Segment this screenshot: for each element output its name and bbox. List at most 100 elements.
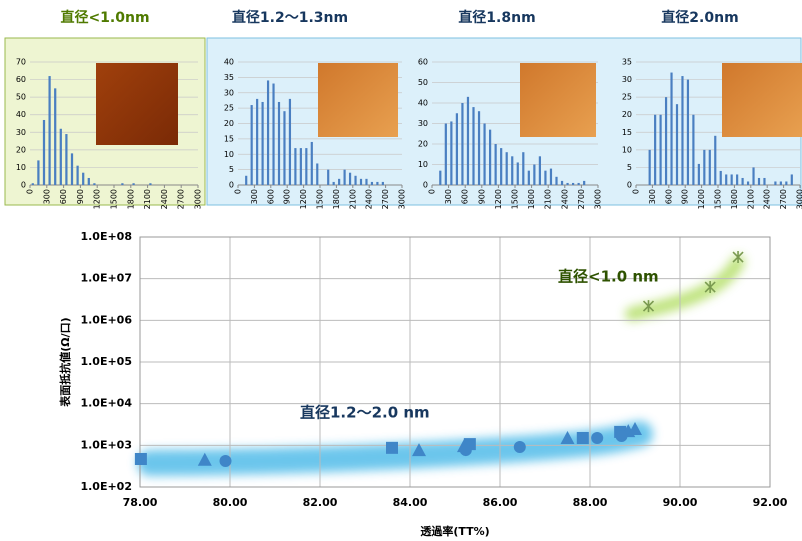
afm-image	[318, 63, 398, 137]
bar	[686, 79, 690, 185]
y-tick-label: 10	[418, 160, 428, 169]
bar	[93, 183, 96, 185]
bar	[54, 88, 57, 185]
y-tick-label: 0	[423, 181, 428, 190]
bar	[670, 72, 673, 185]
x-tick-label: 0	[26, 189, 35, 194]
bar	[87, 177, 90, 185]
bar	[42, 119, 46, 185]
bar	[703, 149, 706, 185]
x-tick-label: 1500	[110, 189, 119, 209]
x-tick-label: 1200	[494, 189, 503, 209]
y-tick-label: 1.0E+05	[80, 355, 132, 368]
x-tick-label: 3000	[194, 189, 203, 209]
y-tick-label: 25	[622, 93, 632, 102]
x-tick-label: 1500	[511, 189, 520, 209]
annotation: 直径1.2～2.0 nm	[300, 404, 430, 422]
point	[412, 443, 426, 457]
x-tick-label: 88.00	[573, 496, 608, 509]
x-tick-label: 3000	[594, 189, 603, 209]
bar	[741, 177, 744, 185]
y-tick-label: 20	[16, 145, 26, 154]
y-tick-label: 10	[16, 163, 26, 172]
bar	[483, 123, 486, 185]
bar	[538, 156, 542, 185]
x-tick-label: 0	[632, 189, 641, 194]
bar	[648, 149, 651, 185]
bar	[544, 170, 547, 185]
x-tick-label: 84.00	[393, 496, 428, 509]
y-tick-label: 35	[622, 58, 632, 67]
bar	[549, 168, 553, 185]
bar	[763, 177, 766, 185]
x-tick-label: 1200	[299, 189, 308, 209]
y-tick-label: 30	[418, 119, 428, 128]
x-tick-label: 3000	[398, 189, 407, 209]
bar	[370, 181, 374, 185]
x-tick-label: 2100	[544, 189, 553, 209]
bar	[132, 183, 135, 185]
bar	[121, 183, 124, 185]
bar	[790, 174, 793, 185]
x-tick-label: 300	[250, 189, 259, 204]
bar	[577, 182, 580, 185]
x-tick-label: 2400	[160, 189, 169, 209]
bar	[566, 182, 569, 185]
bar	[522, 152, 525, 185]
bar	[779, 181, 782, 185]
x-tick-label: 2100	[143, 189, 152, 209]
bar	[354, 175, 357, 185]
x-axis-label: 透過率(TT%)	[420, 524, 489, 538]
x-tick-label: 3000	[796, 189, 802, 209]
y-tick-label: 10	[622, 145, 632, 154]
y-tick-label: 25	[224, 104, 234, 113]
y-tick-label: 0	[229, 181, 234, 190]
afm-image	[722, 63, 802, 137]
point	[615, 430, 628, 443]
annotation: 直径<1.0 nm	[558, 268, 659, 286]
y-tick-label: 30	[224, 88, 234, 97]
bar	[466, 96, 470, 185]
bar	[692, 114, 695, 185]
bar	[736, 174, 739, 185]
bar	[681, 76, 684, 185]
x-tick-label: 2100	[746, 189, 755, 209]
chart-title: 直径2.0nm	[661, 9, 738, 26]
x-tick-label: 2400	[560, 189, 569, 209]
bar	[299, 148, 302, 185]
x-tick-label: 90.00	[663, 496, 698, 509]
x-tick-label: 1800	[126, 189, 135, 209]
y-tick-label: 20	[622, 110, 632, 119]
bar	[376, 181, 379, 185]
bar	[149, 183, 152, 185]
x-tick-label: 1200	[697, 189, 706, 209]
x-tick-label: 1800	[730, 189, 739, 209]
x-tick-label: 600	[461, 189, 470, 204]
y-tick-label: 30	[622, 75, 632, 84]
bar	[381, 181, 384, 185]
bar	[461, 103, 464, 185]
x-tick-label: 900	[681, 189, 690, 204]
bar	[332, 181, 335, 185]
afm-image	[96, 63, 178, 145]
bar	[654, 114, 657, 185]
x-tick-label: 300	[648, 189, 657, 204]
y-tick-label: 50	[16, 93, 26, 102]
bar	[444, 123, 447, 185]
bar	[511, 156, 514, 185]
bar	[305, 148, 308, 185]
x-tick-label: 2100	[348, 189, 357, 209]
bar	[283, 111, 286, 185]
point	[134, 452, 147, 465]
bar	[288, 98, 292, 185]
y-tick-label: 15	[622, 128, 632, 137]
point	[704, 281, 716, 294]
point	[628, 422, 642, 436]
bar	[245, 175, 248, 185]
bar	[494, 144, 497, 185]
bar	[472, 107, 475, 185]
chart-title: 直径1.8nm	[458, 9, 535, 26]
bar	[31, 183, 34, 185]
y-tick-label: 15	[224, 134, 234, 143]
bar	[500, 148, 503, 185]
